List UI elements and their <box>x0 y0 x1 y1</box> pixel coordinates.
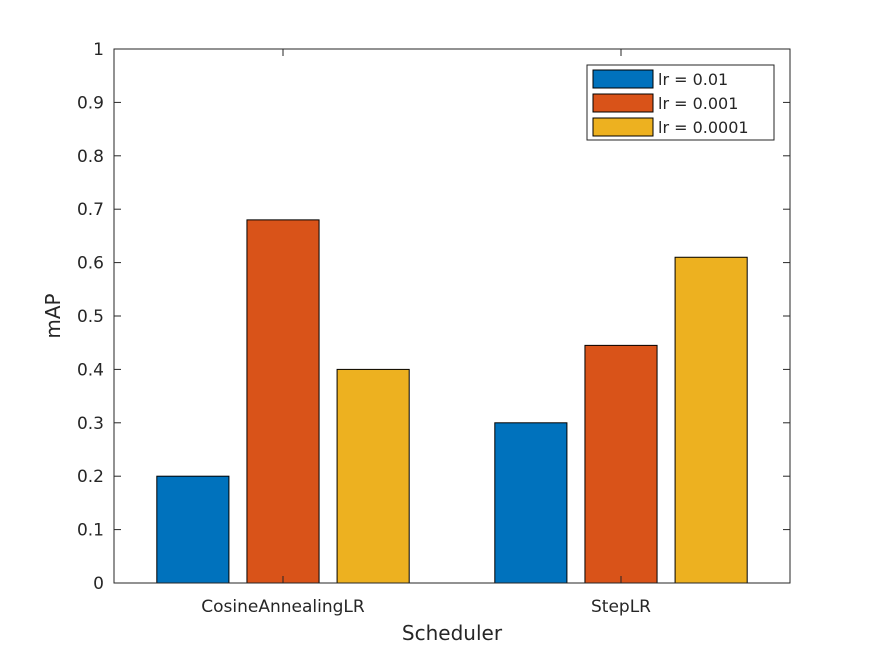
y-tick-label: 0 <box>93 574 104 594</box>
legend-label: lr = 0.01 <box>658 70 728 89</box>
bar <box>674 256 748 584</box>
bar <box>494 422 568 584</box>
y-tick-label: 0.8 <box>77 147 104 167</box>
ticks: 0 0.1 0.2 0.3 0.4 0.5 0.6 0.7 0.8 0.9 1 CosineAnnea… <box>77 40 790 617</box>
y-tick-label: 0.1 <box>77 521 104 541</box>
y-tick-label: 0.9 <box>77 93 104 113</box>
legend-swatch <box>592 69 654 89</box>
y-tick-label: 0.2 <box>77 467 104 487</box>
y-tick-label: 1 <box>93 40 104 60</box>
legend-swatch <box>592 117 654 137</box>
bar <box>246 219 320 584</box>
legend-label: lr = 0.001 <box>658 94 738 113</box>
y-axis-title: mAP <box>41 293 65 338</box>
y-tick-label: 0.4 <box>77 360 104 380</box>
legend-label: lr = 0.0001 <box>658 118 749 137</box>
x-tick-label: CosineAnnealingLR <box>201 597 365 617</box>
legend-swatch <box>592 93 654 113</box>
bar <box>584 344 658 584</box>
bars <box>156 219 748 584</box>
bar <box>156 475 230 584</box>
x-tick-label: StepLR <box>591 597 651 617</box>
bar <box>336 368 410 584</box>
x-axis-title: Scheduler <box>402 621 503 645</box>
legend: lr = 0.01 lr = 0.001 lr = 0.0001 <box>586 64 775 141</box>
y-tick-label: 0.3 <box>77 414 104 434</box>
y-tick-label: 0.6 <box>77 254 104 274</box>
y-tick-label: 0.5 <box>77 307 104 327</box>
y-tick-label: 0.7 <box>77 200 104 220</box>
